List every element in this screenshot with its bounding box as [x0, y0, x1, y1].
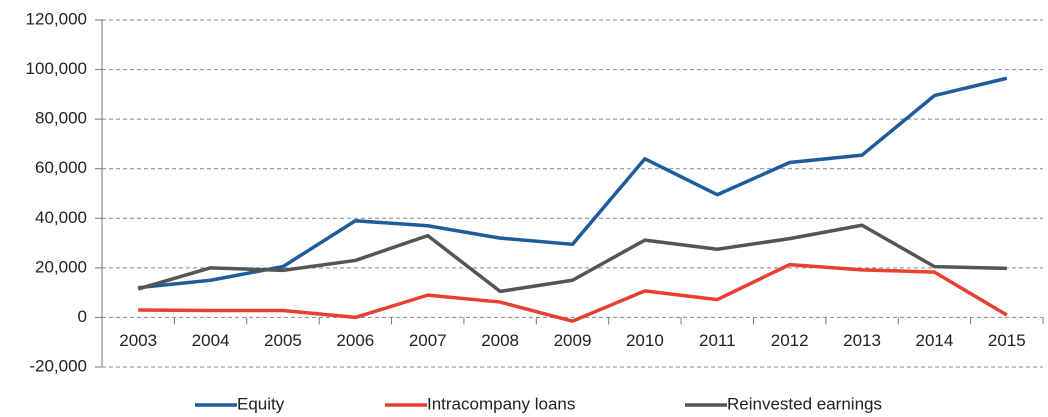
y-tick-label: 100,000 — [26, 59, 87, 78]
y-tick-label: 60,000 — [35, 158, 87, 177]
x-tick-label: 2009 — [554, 331, 592, 350]
y-tick-label: 120,000 — [26, 9, 87, 28]
y-tick-label: 40,000 — [35, 208, 87, 227]
legend-label: Reinvested earnings — [727, 394, 882, 413]
series-line — [138, 76, 1008, 290]
y-tick-label: 20,000 — [35, 257, 87, 276]
x-tick-label: 2011 — [699, 331, 736, 350]
x-tick-label: 2005 — [264, 331, 302, 350]
series-line — [138, 262, 1008, 323]
series-line — [137, 223, 1007, 294]
x-tick-label: 2003 — [119, 331, 157, 350]
y-tick-label: 0 — [78, 307, 87, 326]
x-tick-label: 2004 — [192, 331, 230, 350]
x-tick-label: 2014 — [916, 331, 954, 350]
x-tick-label: 2008 — [481, 331, 519, 350]
legend-label: Equity — [237, 394, 285, 413]
x-tick-label: 2006 — [336, 331, 374, 350]
x-tick-label: 2007 — [409, 331, 447, 350]
x-tick-label: 2013 — [843, 331, 881, 350]
legend-label: Intracompany loans — [427, 394, 575, 413]
y-tick-label: -20,000 — [29, 356, 87, 375]
y-tick-label: 80,000 — [35, 109, 87, 128]
x-tick-label: 2015 — [988, 331, 1026, 350]
x-tick-label: 2010 — [626, 331, 664, 350]
x-tick-label: 2012 — [771, 331, 809, 350]
